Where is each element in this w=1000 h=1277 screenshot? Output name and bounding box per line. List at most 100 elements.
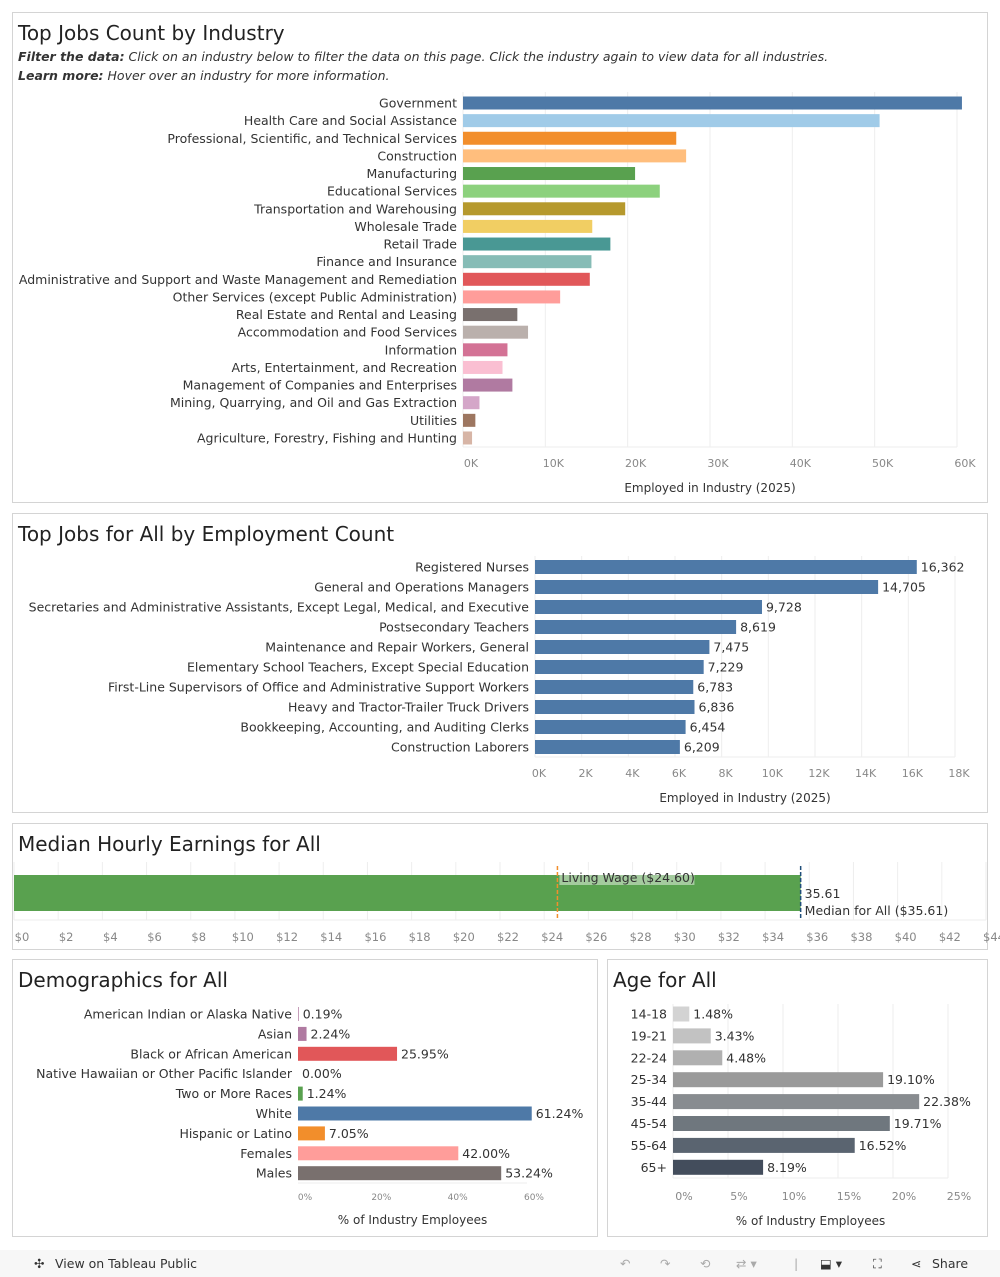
bar[interactable] bbox=[463, 272, 590, 286]
category-label[interactable]: 14-18 bbox=[631, 1007, 667, 1022]
revert-icon[interactable]: ⟲ bbox=[700, 1256, 711, 1271]
bar[interactable] bbox=[673, 1159, 764, 1175]
redo-icon[interactable]: ↷ bbox=[660, 1256, 671, 1271]
category-label[interactable]: Agriculture, Forestry, Fishing and Hunti… bbox=[197, 430, 457, 445]
bar[interactable] bbox=[298, 1166, 502, 1181]
share-button[interactable]: Share bbox=[932, 1256, 969, 1271]
category-label[interactable]: Two or More Races bbox=[175, 1086, 292, 1101]
bar[interactable] bbox=[463, 237, 611, 251]
category-label[interactable]: 55-64 bbox=[631, 1138, 667, 1153]
category-label[interactable]: Professional, Scientific, and Technical … bbox=[167, 131, 457, 146]
category-label[interactable]: Accommodation and Food Services bbox=[238, 325, 457, 340]
bar[interactable] bbox=[673, 1028, 711, 1044]
category-label[interactable]: Bookkeeping, Accounting, and Auditing Cl… bbox=[240, 720, 529, 735]
category-label[interactable]: Construction bbox=[377, 148, 457, 163]
category-label[interactable]: 45-54 bbox=[631, 1116, 667, 1131]
category-label[interactable]: First-Line Supervisors of Office and Adm… bbox=[108, 680, 529, 695]
bar[interactable] bbox=[463, 396, 480, 410]
category-label[interactable]: 22-24 bbox=[631, 1050, 667, 1065]
bar[interactable] bbox=[463, 343, 508, 357]
undo-icon[interactable]: ↶ bbox=[620, 1256, 631, 1271]
bar[interactable] bbox=[463, 167, 636, 181]
bar[interactable] bbox=[298, 1007, 299, 1021]
category-label[interactable]: Transportation and Warehousing bbox=[253, 201, 457, 216]
category-label[interactable]: Mining, Quarrying, and Oil and Gas Extra… bbox=[170, 395, 457, 410]
bar[interactable] bbox=[463, 202, 626, 216]
view-on-tableau-link[interactable]: View on Tableau Public bbox=[55, 1256, 198, 1271]
category-label[interactable]: Maintenance and Repair Workers, General bbox=[265, 640, 529, 655]
bar[interactable] bbox=[673, 1137, 855, 1153]
bar[interactable] bbox=[673, 1072, 884, 1088]
category-label[interactable]: Elementary School Teachers, Except Speci… bbox=[187, 660, 529, 675]
bar[interactable] bbox=[463, 290, 561, 304]
bar[interactable] bbox=[535, 660, 704, 674]
category-label[interactable]: Native Hawaiian or Other Pacific Islande… bbox=[36, 1066, 293, 1081]
category-label[interactable]: 25-34 bbox=[631, 1072, 667, 1087]
download-icon[interactable]: ⬓ ▾ bbox=[820, 1256, 843, 1271]
bar[interactable] bbox=[298, 1086, 303, 1101]
category-label[interactable]: Registered Nurses bbox=[415, 560, 529, 575]
bar[interactable] bbox=[535, 640, 710, 654]
bar[interactable] bbox=[463, 131, 677, 145]
bar[interactable] bbox=[535, 560, 917, 574]
bar[interactable] bbox=[298, 1106, 532, 1121]
bar[interactable] bbox=[298, 1126, 325, 1141]
category-label[interactable]: White bbox=[256, 1106, 293, 1121]
bar[interactable] bbox=[535, 620, 737, 634]
category-label[interactable]: Administrative and Support and Waste Man… bbox=[19, 272, 457, 287]
category-label[interactable]: Postsecondary Teachers bbox=[379, 620, 529, 635]
earnings-bar[interactable] bbox=[14, 875, 801, 911]
bar[interactable] bbox=[463, 219, 593, 233]
category-label[interactable]: Health Care and Social Assistance bbox=[244, 113, 457, 128]
bar[interactable] bbox=[535, 600, 762, 614]
category-label[interactable]: Wholesale Trade bbox=[354, 219, 457, 234]
bar[interactable] bbox=[535, 720, 686, 734]
bar[interactable] bbox=[463, 360, 503, 374]
category-label[interactable]: Management of Companies and Enterprises bbox=[183, 378, 457, 393]
category-label[interactable]: Government bbox=[379, 96, 457, 111]
bar[interactable] bbox=[463, 149, 687, 163]
category-label[interactable]: American Indian or Alaska Native bbox=[84, 1007, 292, 1022]
category-label[interactable]: Retail Trade bbox=[383, 237, 457, 252]
category-label[interactable]: Black or African American bbox=[130, 1046, 292, 1061]
category-label[interactable]: Males bbox=[256, 1166, 292, 1181]
category-label[interactable]: Hispanic or Latino bbox=[179, 1126, 292, 1141]
bar[interactable] bbox=[535, 740, 680, 754]
category-label[interactable]: Real Estate and Rental and Leasing bbox=[236, 307, 457, 322]
bar[interactable] bbox=[535, 700, 695, 714]
category-label[interactable]: 65+ bbox=[641, 1160, 667, 1175]
refresh-icon[interactable]: ⇄ ▾ bbox=[736, 1256, 757, 1271]
bar[interactable] bbox=[535, 680, 694, 694]
fullscreen-icon[interactable]: ⛶ bbox=[873, 1256, 882, 1271]
category-label[interactable]: Asian bbox=[258, 1026, 292, 1041]
category-label[interactable]: Information bbox=[385, 342, 457, 357]
category-label[interactable]: Females bbox=[240, 1146, 292, 1161]
bar[interactable] bbox=[463, 378, 513, 392]
bar[interactable] bbox=[673, 1050, 723, 1066]
bar[interactable] bbox=[673, 1006, 690, 1022]
bar[interactable] bbox=[673, 1094, 920, 1110]
bar[interactable] bbox=[463, 255, 592, 269]
bar[interactable] bbox=[298, 1026, 307, 1041]
category-label[interactable]: Heavy and Tractor-Trailer Truck Drivers bbox=[288, 700, 529, 715]
category-label[interactable]: Educational Services bbox=[327, 184, 457, 199]
bar[interactable] bbox=[463, 325, 529, 339]
bar[interactable] bbox=[463, 114, 880, 128]
category-label[interactable]: 19-21 bbox=[631, 1028, 667, 1043]
category-label[interactable]: Construction Laborers bbox=[391, 740, 529, 755]
category-label[interactable]: Manufacturing bbox=[366, 166, 457, 181]
category-label[interactable]: General and Operations Managers bbox=[314, 580, 529, 595]
bar[interactable] bbox=[463, 413, 476, 427]
category-label[interactable]: Secretaries and Administrative Assistant… bbox=[29, 600, 530, 615]
bar[interactable] bbox=[463, 184, 660, 198]
category-label[interactable]: Finance and Insurance bbox=[316, 254, 457, 269]
bar[interactable] bbox=[463, 308, 518, 322]
category-label[interactable]: Arts, Entertainment, and Recreation bbox=[231, 360, 457, 375]
bar[interactable] bbox=[535, 580, 879, 594]
bar[interactable] bbox=[298, 1046, 398, 1061]
bar[interactable] bbox=[298, 1146, 459, 1161]
share-icon[interactable]: ⋖ bbox=[911, 1256, 922, 1271]
bar[interactable] bbox=[673, 1116, 890, 1131]
tableau-logo-icon[interactable]: ✣ bbox=[34, 1256, 45, 1271]
category-label[interactable]: Utilities bbox=[410, 413, 457, 428]
